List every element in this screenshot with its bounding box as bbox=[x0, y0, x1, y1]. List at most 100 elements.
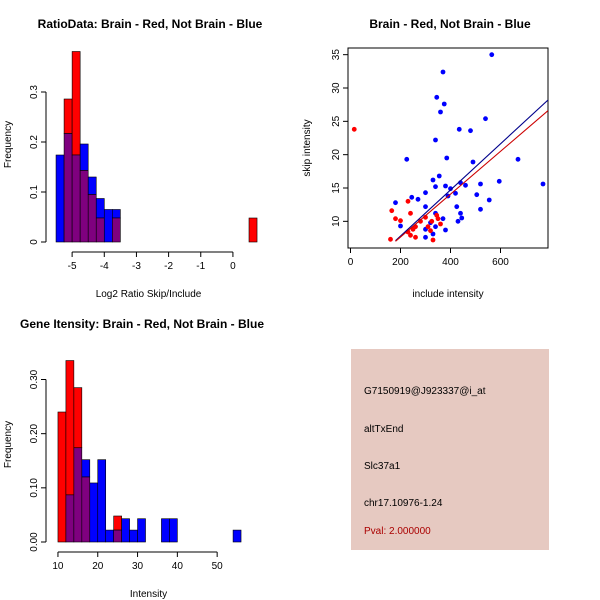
gene-name-text: Slc37a1 bbox=[364, 461, 401, 472]
y-tick-label: 20 bbox=[331, 149, 342, 161]
brain-point bbox=[408, 232, 413, 238]
overlap-bar bbox=[81, 476, 91, 543]
y-tick-label: 0.20 bbox=[29, 423, 40, 443]
not-brain-point bbox=[455, 218, 461, 224]
brain-point bbox=[438, 221, 443, 227]
y-tick-label: 15 bbox=[331, 182, 342, 194]
brain-bar bbox=[65, 360, 75, 496]
not-brain-bar bbox=[87, 176, 97, 195]
y-axis-label: Frequency bbox=[3, 421, 14, 468]
y-tick-label: 0.2 bbox=[29, 135, 40, 149]
x-axis-label: include intensity bbox=[412, 289, 483, 300]
y-tick-label: 0 bbox=[29, 239, 40, 245]
x-tick-label: 10 bbox=[52, 561, 64, 572]
not-brain-point bbox=[433, 224, 438, 230]
y-tick-label: 10 bbox=[331, 215, 342, 227]
brain-bar bbox=[57, 411, 67, 543]
brain-point bbox=[408, 210, 413, 216]
not-brain-point bbox=[393, 200, 398, 206]
not-brain-bar bbox=[169, 518, 178, 543]
overlap-bar bbox=[112, 217, 121, 243]
not-brain-bar bbox=[97, 459, 107, 543]
brain-point bbox=[418, 218, 423, 224]
x-tick-label: -3 bbox=[132, 261, 141, 272]
gene-info-panel: G7150919@J923337@i_at altTxEnd Slc37a1 c… bbox=[351, 349, 549, 550]
not-brain-point bbox=[459, 215, 465, 221]
brain-point bbox=[425, 224, 431, 230]
x-tick-label: 20 bbox=[92, 561, 104, 572]
not-brain-bar bbox=[161, 518, 170, 543]
not-brain-bar bbox=[55, 154, 65, 243]
overlap-bar bbox=[79, 170, 89, 243]
not-brain-point bbox=[489, 52, 495, 58]
not-brain-point bbox=[423, 234, 428, 240]
not-brain-point bbox=[430, 231, 436, 237]
y-tick-label: 35 bbox=[331, 49, 342, 61]
not-brain-point bbox=[434, 94, 440, 100]
brain-point bbox=[430, 237, 436, 243]
brain-bar bbox=[113, 515, 122, 531]
probe-id-text: G7150919@J923337@i_at bbox=[364, 386, 486, 397]
not-brain-bar bbox=[105, 529, 114, 543]
ratio-histogram-chart: RatioData: Brain - Red, Not Brain - Blue… bbox=[3, 17, 263, 300]
x-tick-label: 600 bbox=[492, 257, 509, 268]
x-tick-label: 30 bbox=[132, 561, 144, 572]
not-brain-bar bbox=[81, 459, 91, 478]
brain-point bbox=[393, 216, 398, 222]
not-brain-point bbox=[443, 227, 448, 233]
y-tick-label: 25 bbox=[331, 115, 342, 127]
not-brain-point bbox=[430, 177, 436, 183]
overlap-bar bbox=[63, 133, 73, 243]
not-brain-point bbox=[478, 206, 483, 212]
brain-point bbox=[410, 226, 416, 232]
brain-point bbox=[429, 218, 435, 224]
not-brain-bar bbox=[129, 529, 138, 543]
not-brain-point bbox=[404, 156, 410, 162]
not-brain-point bbox=[409, 194, 415, 200]
brain-bar bbox=[63, 98, 73, 134]
not-brain-point bbox=[474, 192, 480, 198]
location-text: chr17.10976-1.24 bbox=[364, 498, 443, 509]
not-brain-point bbox=[433, 137, 438, 143]
x-tick-label: 200 bbox=[392, 257, 409, 268]
not-brain-point bbox=[456, 126, 462, 132]
x-tick-label: 0 bbox=[348, 257, 354, 268]
not-brain-point bbox=[440, 69, 446, 75]
not-brain-point bbox=[454, 204, 460, 210]
overlap-bar bbox=[95, 217, 105, 243]
overlap-bar bbox=[65, 494, 75, 543]
y-tick-label: 0.3 bbox=[29, 85, 40, 99]
x-tick-label: -1 bbox=[196, 261, 205, 272]
chart-title: Brain - Red, Not Brain - Blue bbox=[369, 17, 531, 31]
not-brain-point bbox=[444, 155, 450, 161]
not-brain-bar bbox=[95, 198, 105, 219]
overlap-bar bbox=[73, 447, 83, 543]
not-brain-point bbox=[423, 204, 428, 210]
not-brain-point bbox=[433, 184, 438, 190]
not-brain-bar bbox=[121, 518, 130, 543]
not-brain-bar bbox=[103, 209, 113, 243]
not-brain-bar bbox=[137, 518, 146, 543]
brain-point bbox=[435, 216, 441, 222]
not-brain-point bbox=[415, 196, 421, 202]
not-brain-point bbox=[440, 216, 446, 222]
brain-point bbox=[428, 228, 433, 234]
not-brain-point bbox=[483, 116, 488, 122]
not-brain-bar bbox=[232, 529, 242, 543]
not-brain-point bbox=[453, 190, 458, 196]
not-brain-point bbox=[436, 173, 442, 179]
chart-title: RatioData: Brain - Red, Not Brain - Blue bbox=[38, 17, 263, 31]
brain-bar bbox=[248, 217, 258, 243]
not-brain-point bbox=[470, 159, 476, 165]
y-tick-label: 0.00 bbox=[29, 532, 40, 552]
brain-point bbox=[398, 218, 403, 224]
event-type-text: altTxEnd bbox=[364, 424, 404, 435]
gene-intensity-histogram-chart: Gene Itensity: Brain - Red, Not Brain - … bbox=[3, 317, 264, 600]
not-brain-bar bbox=[112, 209, 121, 219]
x-tick-label: 40 bbox=[172, 561, 184, 572]
not-brain-bar bbox=[89, 482, 99, 543]
y-axis-label: skip intensity bbox=[302, 119, 313, 176]
not-brain-point bbox=[478, 181, 483, 187]
brain-bar bbox=[71, 51, 81, 156]
not-brain-fit-line bbox=[395, 99, 548, 242]
